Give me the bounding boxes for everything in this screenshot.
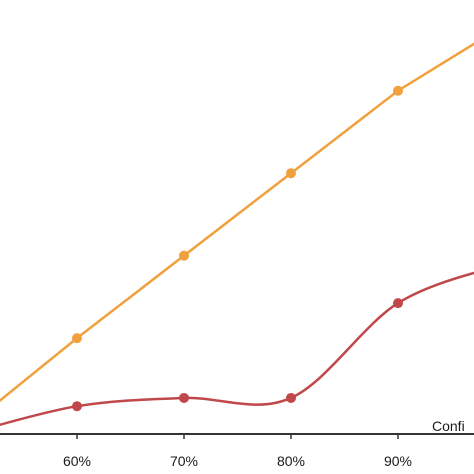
series-2-point [179, 392, 189, 403]
series-2-point [286, 392, 296, 403]
legend-label: Confi [432, 418, 465, 434]
x-tick-label: 70% [170, 453, 198, 469]
series-1-line [0, 42, 474, 403]
series-1-point [179, 250, 189, 261]
series-1-point [72, 333, 82, 344]
plot-frame [0, 0, 474, 435]
x-axis: 60% 70% 80% 90% [63, 433, 412, 469]
series-1-point [393, 85, 403, 96]
legend: Confi [432, 418, 465, 434]
x-tick-label: 80% [277, 453, 305, 469]
series-layer [0, 42, 474, 427]
x-tick-label: 90% [384, 453, 412, 469]
series-2-line [0, 271, 474, 427]
series-2-point [393, 298, 403, 309]
series-2-point [72, 401, 82, 412]
series-1-point [286, 168, 296, 179]
x-tick-label: 60% [63, 453, 91, 469]
